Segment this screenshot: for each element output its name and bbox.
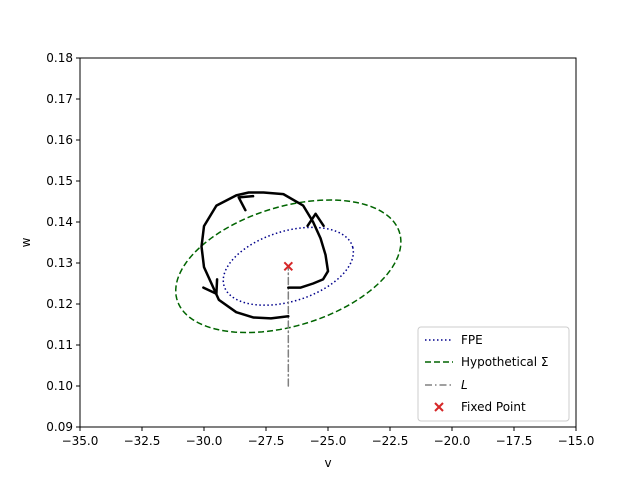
y-tick-label: 0.10 (46, 379, 73, 393)
y-tick-label: 0.09 (46, 420, 73, 434)
y-tick-label: 0.13 (46, 256, 73, 270)
y-tick-label: 0.18 (46, 51, 73, 65)
legend: FPE Hypothetical Σ L Fixed Point (417, 326, 570, 422)
trajectory-arrow-1 (237, 194, 255, 212)
axis-ticks: −35.0 −32.5 −30.0 −27.5 −25.0 −22.5 −20.0 −17.5… (46, 51, 594, 448)
fixed-point-marker (283, 261, 294, 271)
plot-area (175, 191, 402, 387)
y-tick-label: 0.15 (46, 174, 73, 188)
series-1-ellipse (175, 199, 402, 334)
legend-fpe-label: FPE (461, 333, 483, 347)
x-tick-label: −22.5 (372, 434, 409, 448)
legend-fixed-point-label: Fixed Point (461, 400, 526, 414)
x-tick-label: −20.0 (434, 434, 471, 448)
trajectory-arrow-0 (306, 212, 325, 228)
legend-l-label: L (461, 378, 468, 392)
x-tick-label: −30.0 (186, 434, 223, 448)
x-axis-label: v (324, 456, 331, 470)
x-tick-label: −17.5 (496, 434, 533, 448)
series-4-trajectory (200, 191, 330, 320)
x-tick-label: −35.0 (62, 434, 99, 448)
legend-box (417, 326, 570, 422)
y-tick-label: 0.16 (46, 133, 73, 147)
trajectory-arrow-2 (202, 278, 219, 295)
legend-sigma-label: Hypothetical Σ (461, 355, 549, 369)
y-tick-label: 0.11 (46, 338, 73, 352)
y-tick-label: 0.12 (46, 297, 73, 311)
y-axis-label: w (19, 237, 33, 247)
series-0-ellipse (222, 226, 355, 306)
x-tick-label: −25.0 (310, 434, 347, 448)
legend-fixed-point-swatch (434, 402, 444, 412)
x-tick-label: −32.5 (124, 434, 161, 448)
y-tick-label: 0.14 (46, 215, 73, 229)
x-tick-label: −15.0 (558, 434, 595, 448)
x-tick-label: −27.5 (248, 434, 285, 448)
y-tick-label: 0.17 (46, 92, 73, 106)
